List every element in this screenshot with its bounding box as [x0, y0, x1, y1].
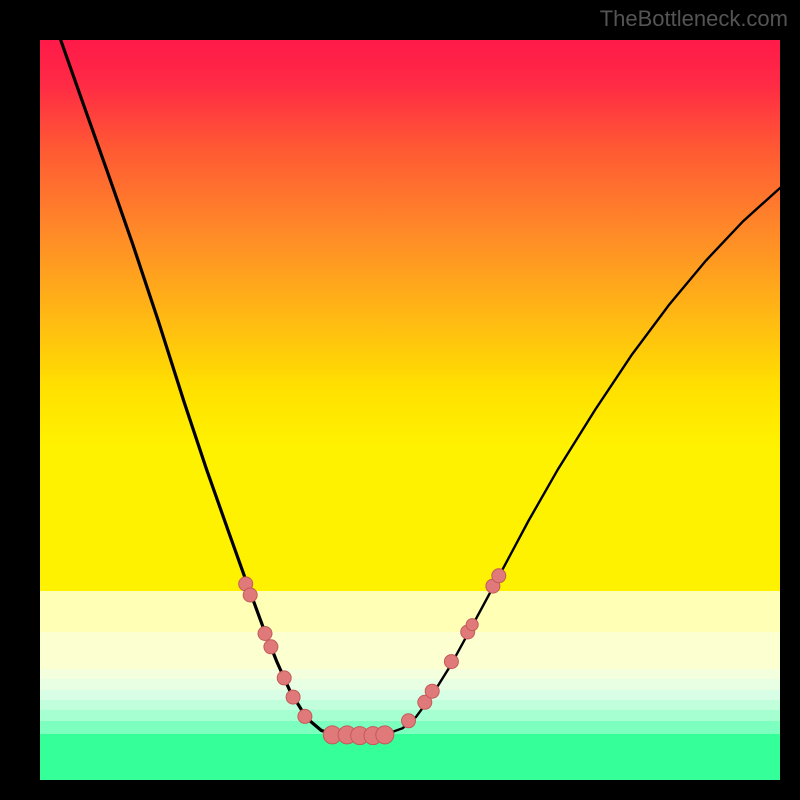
marker-point	[243, 588, 257, 602]
marker-point	[402, 714, 416, 728]
markers-group	[239, 569, 506, 745]
marker-point	[492, 569, 506, 583]
curve-group	[61, 40, 780, 735]
marker-point	[298, 709, 312, 723]
curve-right-branch	[384, 188, 780, 735]
marker-point	[444, 655, 458, 669]
marker-point	[258, 627, 272, 641]
marker-point	[277, 671, 291, 685]
marker-point	[466, 619, 478, 631]
marker-point	[264, 640, 278, 654]
marker-point	[286, 690, 300, 704]
marker-point	[425, 684, 439, 698]
plot-area	[40, 40, 780, 780]
marker-point	[376, 726, 394, 744]
curve-svg	[40, 40, 780, 780]
curve-right-tail	[558, 188, 780, 469]
watermark-text: TheBottleneck.com	[600, 6, 788, 32]
curve-left-branch	[61, 40, 336, 735]
